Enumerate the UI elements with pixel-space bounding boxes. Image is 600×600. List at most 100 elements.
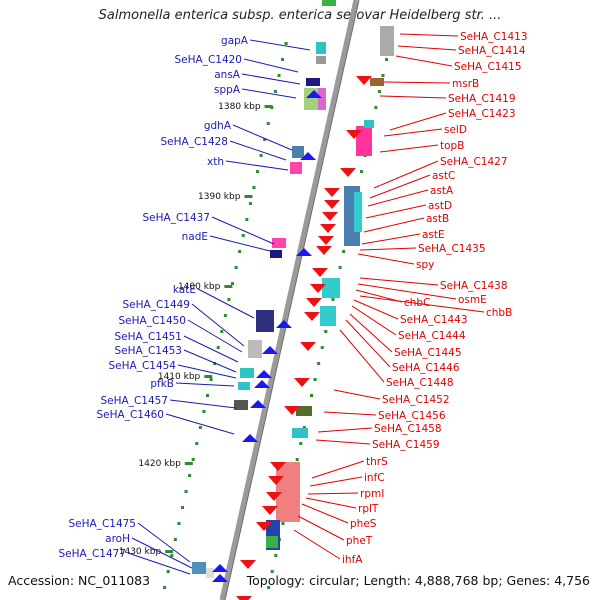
feature-block <box>354 192 362 232</box>
tick-dot-right <box>270 570 274 573</box>
leader-line-left <box>183 335 239 363</box>
leader-line-left <box>241 73 301 85</box>
gene-label-left: SeHA_C1420 <box>174 54 242 66</box>
tick-dot-right <box>313 378 317 381</box>
gene-label-right: SeHA_C1415 <box>454 61 522 73</box>
leader-line-right <box>367 189 429 207</box>
leader-line-left <box>249 39 311 51</box>
tick-dot-right <box>360 170 364 173</box>
gene-arrow-red <box>304 312 320 321</box>
tick-dot-left <box>202 410 206 413</box>
feature-block <box>322 0 336 6</box>
kbp-label: 1430 kbp <box>119 547 162 557</box>
tick-dot-right <box>381 74 385 77</box>
leader-line-left <box>225 160 289 171</box>
gene-arrow-red <box>340 168 356 177</box>
gene-arrow-red <box>240 560 256 569</box>
gene-label-right: pheT <box>346 535 373 547</box>
gene-label-right: astE <box>422 229 445 241</box>
leader-line-left <box>137 522 191 563</box>
kbp-label: 1390 kbp <box>198 192 241 202</box>
tick-dot-left <box>259 154 263 157</box>
tick-dot-left <box>198 426 202 429</box>
tick-dot-left <box>245 218 249 221</box>
genome-backbone <box>219 0 359 600</box>
gene-label-right: ihfA <box>342 554 363 566</box>
leader-line-right <box>339 329 385 383</box>
leader-line-right <box>359 247 417 251</box>
gene-arrow-red <box>312 268 328 277</box>
feature-block <box>272 238 286 248</box>
tick-dot-left <box>216 346 220 349</box>
leader-line-right <box>379 144 439 153</box>
feature-block <box>318 88 326 110</box>
feature-block <box>322 278 340 298</box>
tick-dot-left <box>163 586 167 589</box>
kbp-tick <box>224 285 233 288</box>
gene-arrow-blue <box>254 380 270 388</box>
leader-line-right <box>297 515 345 541</box>
tick-dot-left <box>238 250 242 253</box>
leader-line-right <box>397 45 457 51</box>
gene-label-right: spy <box>416 259 434 271</box>
gene-arrow-red <box>294 378 310 387</box>
tick-dot-left <box>177 522 181 525</box>
gene-arrow-red <box>236 596 252 600</box>
tick-dot-left <box>227 298 231 301</box>
gene-label-left: SeHA_C1449 <box>122 299 190 311</box>
tick-dot-left <box>188 474 192 477</box>
gene-label-right: SeHA_C1413 <box>460 31 528 43</box>
leader-line-right <box>301 503 349 524</box>
leader-line-right <box>359 295 485 313</box>
gene-arrow-red <box>310 284 326 293</box>
gene-arrow-blue <box>306 90 322 98</box>
gene-label-right: thrS <box>366 456 388 468</box>
leader-line-left <box>169 399 237 409</box>
feature-block <box>316 42 326 54</box>
gene-arrow-blue <box>242 434 258 442</box>
gene-label-left: gdhA <box>204 120 232 132</box>
gene-label-right: pheS <box>350 518 377 530</box>
tick-dot-left <box>195 442 199 445</box>
gene-label-right: rpmI <box>360 488 384 500</box>
gene-label-left: SeHA_C1450 <box>118 315 186 327</box>
leader-line-right <box>309 476 363 487</box>
kbp-tick <box>264 105 273 108</box>
gene-label-left: ansA <box>214 69 241 81</box>
tick-dot-right <box>342 250 346 253</box>
leader-line-right <box>349 313 393 353</box>
gene-arrow-red <box>268 476 284 485</box>
leader-line-right <box>399 33 459 37</box>
gene-arrow-red <box>306 298 322 307</box>
gene-label-right: SeHA_C1448 <box>386 377 454 389</box>
leader-line-left <box>131 537 193 569</box>
gene-arrow-blue <box>262 346 278 354</box>
feature-block <box>266 536 278 548</box>
leader-line-right <box>369 174 431 199</box>
gene-label-right: astD <box>428 200 452 212</box>
leader-line-left <box>232 124 293 151</box>
gene-label-right: SeHA_C1459 <box>372 439 440 451</box>
tick-dot-right <box>295 458 299 461</box>
leader-line-right <box>311 460 365 479</box>
leader-line-right <box>333 389 381 400</box>
tick-dot-left <box>241 234 245 237</box>
gene-arrow-red <box>266 492 282 501</box>
tick-dot-left <box>231 282 235 285</box>
tick-dot-left <box>223 314 227 317</box>
gene-label-right: SeHA_C1445 <box>394 347 462 359</box>
gene-label-left: SeHA_C1437 <box>142 212 210 224</box>
gene-label-right: astB <box>426 213 449 225</box>
tick-dot-left <box>173 538 177 541</box>
feature-block <box>380 26 394 56</box>
leader-line-right <box>307 492 359 495</box>
gene-label-right: astC <box>432 170 455 182</box>
gene-label-left: xth <box>207 156 224 168</box>
leader-line-right <box>383 81 451 84</box>
kbp-tick <box>165 550 174 553</box>
kbp-tick <box>244 195 253 198</box>
feature-block <box>290 162 302 174</box>
feature-block <box>304 88 318 110</box>
gene-arrow-red <box>300 342 316 351</box>
leader-line-right <box>395 55 453 67</box>
